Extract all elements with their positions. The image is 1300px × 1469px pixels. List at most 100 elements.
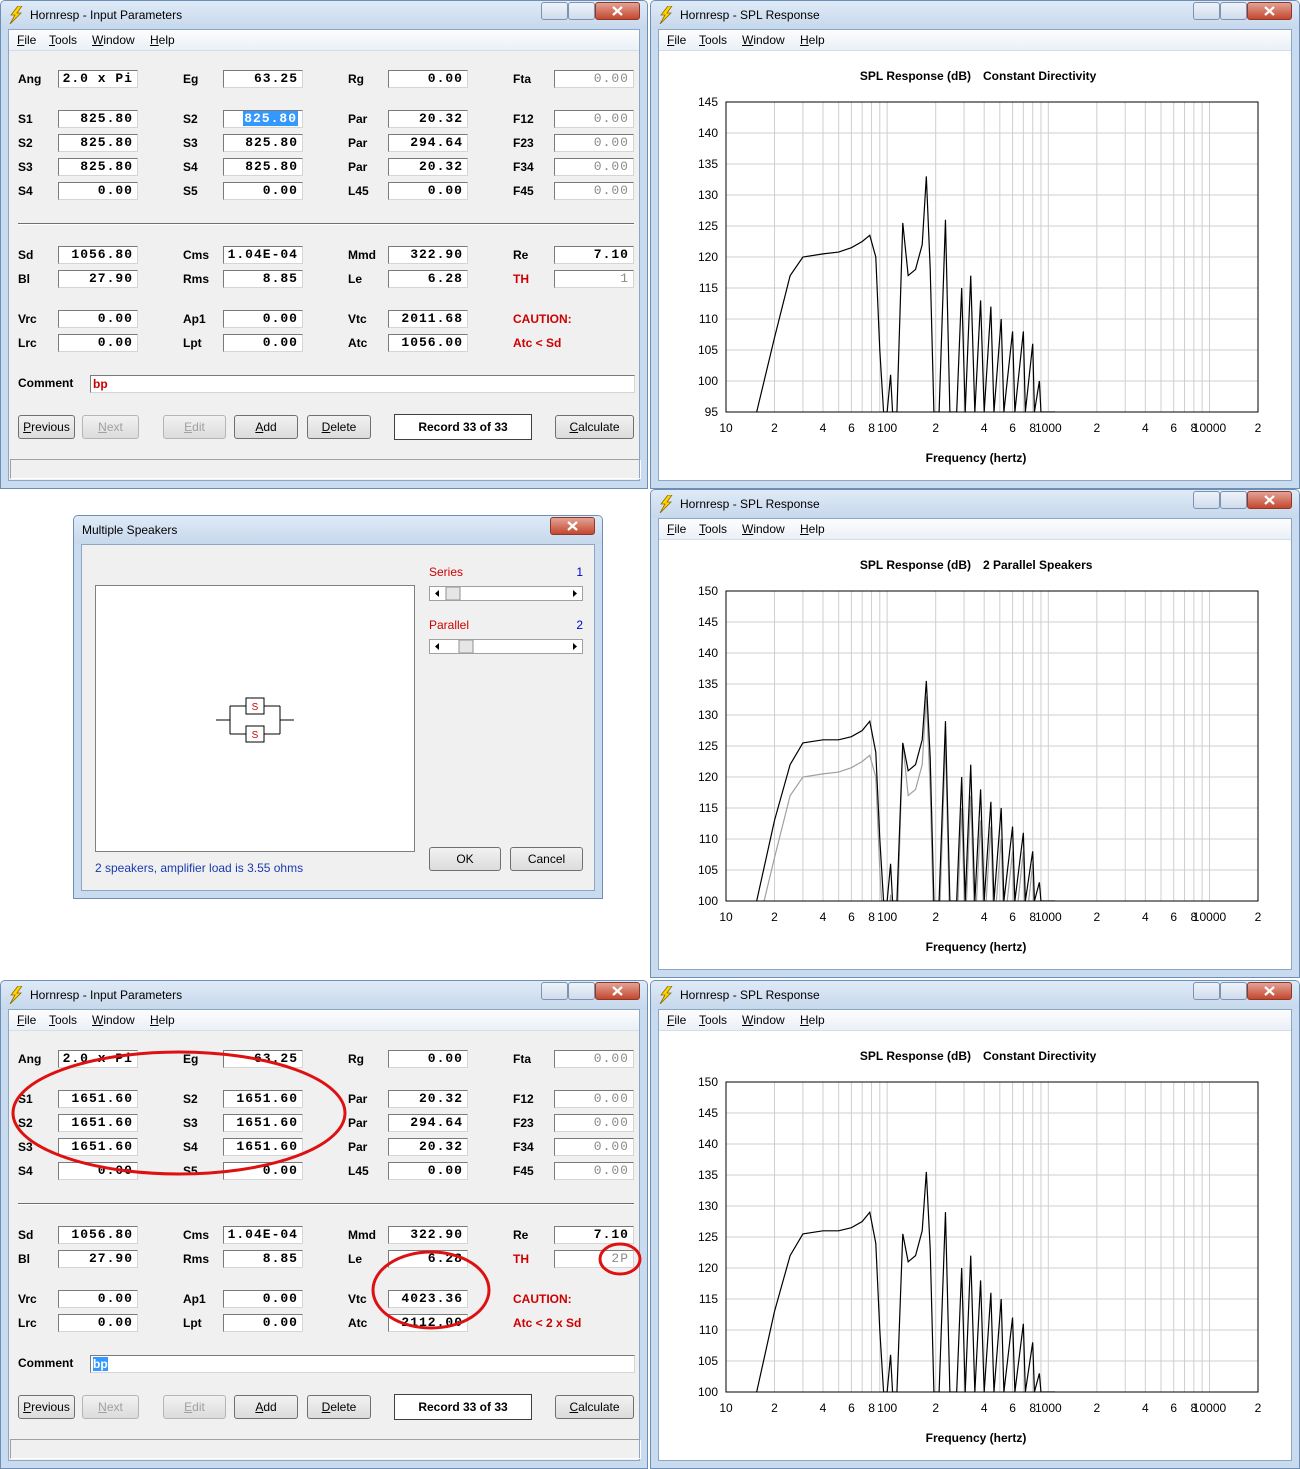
menu-item[interactable]: Tools xyxy=(699,522,728,536)
field-box[interactable]: 1056.80 xyxy=(58,246,138,264)
field-box[interactable]: 27.90 xyxy=(58,1250,138,1268)
button[interactable]: Previous xyxy=(18,1395,75,1419)
field-box[interactable]: 20.32 xyxy=(388,1138,468,1156)
field-box[interactable]: 20.32 xyxy=(388,158,468,176)
field-box[interactable]: 322.90 xyxy=(388,246,468,264)
button[interactable]: Add xyxy=(234,1395,298,1419)
minimize-button[interactable] xyxy=(1193,2,1220,20)
maximize-button[interactable] xyxy=(568,982,595,1000)
ok-button[interactable]: OK xyxy=(429,847,501,871)
menu-item[interactable]: Tools xyxy=(699,1013,728,1027)
field-box[interactable]: 0.00 xyxy=(554,1162,634,1180)
field-box[interactable]: 63.25 xyxy=(223,70,303,88)
field-box[interactable]: 0.00 xyxy=(554,70,634,88)
field-box[interactable]: 0.00 xyxy=(223,1290,303,1308)
field-box[interactable]: 1651.60 xyxy=(58,1090,138,1108)
field-box[interactable]: 0.00 xyxy=(554,1090,634,1108)
field-box[interactable]: 825.80 xyxy=(223,134,303,152)
field-box[interactable]: 0.00 xyxy=(223,334,303,352)
field-box[interactable]: 294.64 xyxy=(388,1114,468,1132)
field-box[interactable]: 0.00 xyxy=(58,1290,138,1308)
field-box[interactable]: 0.00 xyxy=(388,1162,468,1180)
field-box[interactable]: 1056.00 xyxy=(388,334,468,352)
menu-item[interactable]: Window xyxy=(742,1013,785,1027)
close-button[interactable] xyxy=(1247,491,1292,509)
comment-box[interactable]: bp xyxy=(90,1355,635,1373)
field-box[interactable]: 1651.60 xyxy=(58,1114,138,1132)
field-box[interactable]: 0.00 xyxy=(58,182,138,200)
field-box[interactable]: 0.00 xyxy=(388,182,468,200)
field-box[interactable]: 27.90 xyxy=(58,270,138,288)
close-button[interactable] xyxy=(595,2,640,20)
field-box[interactable]: 1651.60 xyxy=(223,1090,303,1108)
close-button[interactable] xyxy=(595,982,640,1000)
maximize-button[interactable] xyxy=(1220,982,1247,1000)
menu-item[interactable]: Tools xyxy=(49,33,78,47)
field-box[interactable]: 2.0 x Pi xyxy=(58,70,138,88)
field-box[interactable]: 7.10 xyxy=(554,1226,634,1244)
field-box[interactable]: 0.00 xyxy=(58,334,138,352)
menu-item[interactable]: Tools xyxy=(49,1013,78,1027)
field-box[interactable]: 1651.60 xyxy=(58,1138,138,1156)
field-box[interactable]: 1 xyxy=(554,270,634,288)
field-box[interactable]: 0.00 xyxy=(388,70,468,88)
scrollbar[interactable] xyxy=(429,639,583,654)
field-box[interactable]: 0.00 xyxy=(223,1314,303,1332)
minimize-button[interactable] xyxy=(541,2,568,20)
field-box[interactable]: 825.80 xyxy=(58,134,138,152)
field-box[interactable]: 0.00 xyxy=(554,158,634,176)
field-box[interactable]: 2P xyxy=(554,1250,634,1268)
field-box[interactable]: 0.00 xyxy=(388,1050,468,1068)
field-box[interactable]: 0.00 xyxy=(223,1162,303,1180)
minimize-button[interactable] xyxy=(1193,491,1220,509)
field-box[interactable]: 825.80 xyxy=(223,158,303,176)
field-box[interactable]: 825.80 xyxy=(223,110,303,128)
scrollbar[interactable] xyxy=(429,586,583,601)
button[interactable]: Delete xyxy=(307,415,371,439)
menu-item[interactable]: File xyxy=(17,1013,37,1027)
close-button[interactable] xyxy=(1247,2,1292,20)
button[interactable]: Next xyxy=(82,415,139,439)
calculate-button[interactable]: Calculate xyxy=(555,415,634,439)
field-box[interactable]: 294.64 xyxy=(388,134,468,152)
field-box[interactable]: 2011.68 xyxy=(388,310,468,328)
menu-item[interactable]: Help xyxy=(800,1013,825,1027)
field-box[interactable]: 1651.60 xyxy=(223,1138,303,1156)
field-box[interactable]: 8.85 xyxy=(223,1250,303,1268)
field-box[interactable]: 1056.80 xyxy=(58,1226,138,1244)
field-box[interactable]: 0.00 xyxy=(223,182,303,200)
minimize-button[interactable] xyxy=(1193,982,1220,1000)
field-box[interactable]: 6.28 xyxy=(388,270,468,288)
button[interactable]: Add xyxy=(234,415,298,439)
menu-item[interactable]: File xyxy=(17,33,37,47)
menu-item[interactable]: Window xyxy=(92,33,135,47)
menu-item[interactable]: File xyxy=(667,522,687,536)
maximize-button[interactable] xyxy=(568,2,595,20)
field-box[interactable]: 0.00 xyxy=(554,134,634,152)
calculate-button[interactable]: Calculate xyxy=(555,1395,634,1419)
field-box[interactable]: 20.32 xyxy=(388,110,468,128)
field-box[interactable]: 0.00 xyxy=(554,1114,634,1132)
field-box[interactable]: 0.00 xyxy=(554,182,634,200)
field-box[interactable]: 0.00 xyxy=(58,310,138,328)
button[interactable]: Edit xyxy=(163,415,226,439)
button[interactable]: Next xyxy=(82,1395,139,1419)
field-box[interactable]: 0.00 xyxy=(554,1050,634,1068)
field-box[interactable]: 20.32 xyxy=(388,1090,468,1108)
field-box[interactable]: 4023.36 xyxy=(388,1290,468,1308)
field-box[interactable]: 1.04E-04 xyxy=(223,1226,303,1244)
field-box[interactable]: 825.80 xyxy=(58,158,138,176)
menu-item[interactable]: Window xyxy=(92,1013,135,1027)
button[interactable]: Previous xyxy=(18,415,75,439)
field-box[interactable]: 0.00 xyxy=(223,310,303,328)
close-button[interactable] xyxy=(550,517,595,535)
minimize-button[interactable] xyxy=(541,982,568,1000)
menu-item[interactable]: Help xyxy=(800,33,825,47)
menu-item[interactable]: Window xyxy=(742,522,785,536)
field-box[interactable]: 7.10 xyxy=(554,246,634,264)
menu-item[interactable]: Window xyxy=(742,33,785,47)
menu-item[interactable]: File xyxy=(667,1013,687,1027)
cancel-button[interactable]: Cancel xyxy=(510,847,583,871)
menu-item[interactable]: Tools xyxy=(699,33,728,47)
button[interactable]: Edit xyxy=(163,1395,226,1419)
